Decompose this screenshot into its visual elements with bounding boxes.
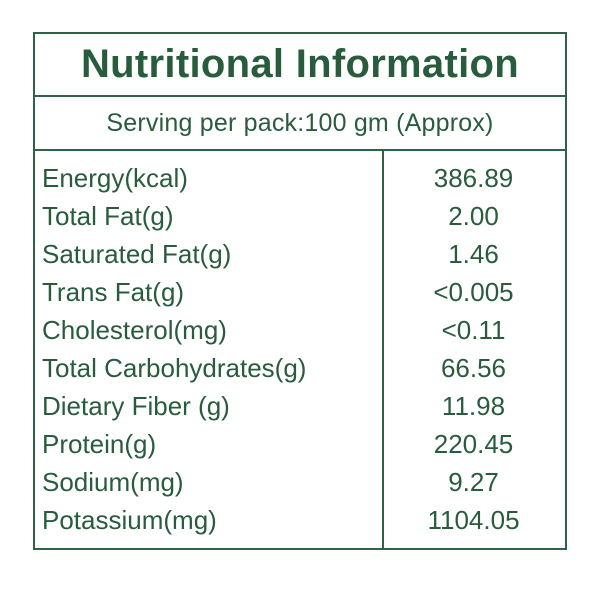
table-row: Cholesterol(mg) <0.11 — [35, 311, 565, 349]
nutrient-value: 1.46 — [448, 238, 499, 269]
table-row: Saturated Fat(g) 1.46 — [35, 235, 565, 273]
nutrient-value: 9.27 — [448, 467, 499, 498]
column-divider — [382, 151, 384, 548]
nutrient-value: 2.00 — [448, 200, 499, 231]
nutrient-label: Saturated Fat(g) — [42, 238, 232, 269]
table-row: Protein(g) 220.45 — [35, 426, 565, 464]
nutrient-value: <0.11 — [441, 314, 506, 345]
nutrient-label: Total Fat(g) — [42, 200, 174, 231]
serving-info: Serving per pack:100 gm (Approx) — [35, 97, 565, 151]
nutrition-table: Energy(kcal) 386.89 Total Fat(g) 2.00 Sa… — [35, 151, 565, 548]
nutrient-label: Cholesterol(mg) — [42, 314, 227, 345]
nutrient-label: Trans Fat(g) — [42, 276, 185, 307]
nutrient-label: Total Carbohydrates(g) — [42, 353, 307, 384]
table-row: Total Carbohydrates(g) 66.56 — [35, 349, 565, 387]
nutrient-value: 386.89 — [433, 162, 514, 193]
nutrient-label: Dietary Fiber (g) — [42, 391, 230, 422]
table-row: Energy(kcal) 386.89 — [35, 159, 565, 197]
title-section: Nutritional Information — [35, 34, 565, 97]
table-row: Total Fat(g) 2.00 — [35, 197, 565, 235]
nutrient-value: 220.45 — [433, 429, 514, 460]
nutrient-value: 66.56 — [440, 353, 507, 384]
nutrient-label: Protein(g) — [42, 429, 157, 460]
nutrient-value: 11.98 — [441, 391, 506, 422]
table-row: Potassium(mg) 1104.05 — [35, 502, 565, 540]
nutrition-label: Nutritional Information Serving per pack… — [33, 32, 567, 550]
nutrient-label: Energy(kcal) — [42, 162, 188, 193]
table-row: Sodium(mg) 9.27 — [35, 464, 565, 502]
table-row: Dietary Fiber (g) 11.98 — [35, 388, 565, 426]
nutrient-label: Potassium(mg) — [42, 505, 217, 536]
table-row: Trans Fat(g) <0.005 — [35, 273, 565, 311]
nutrient-label: Sodium(mg) — [42, 467, 184, 498]
nutrient-value: <0.005 — [433, 276, 514, 307]
page-title: Nutritional Information — [81, 42, 519, 86]
nutrient-value: 1104.05 — [427, 505, 520, 536]
